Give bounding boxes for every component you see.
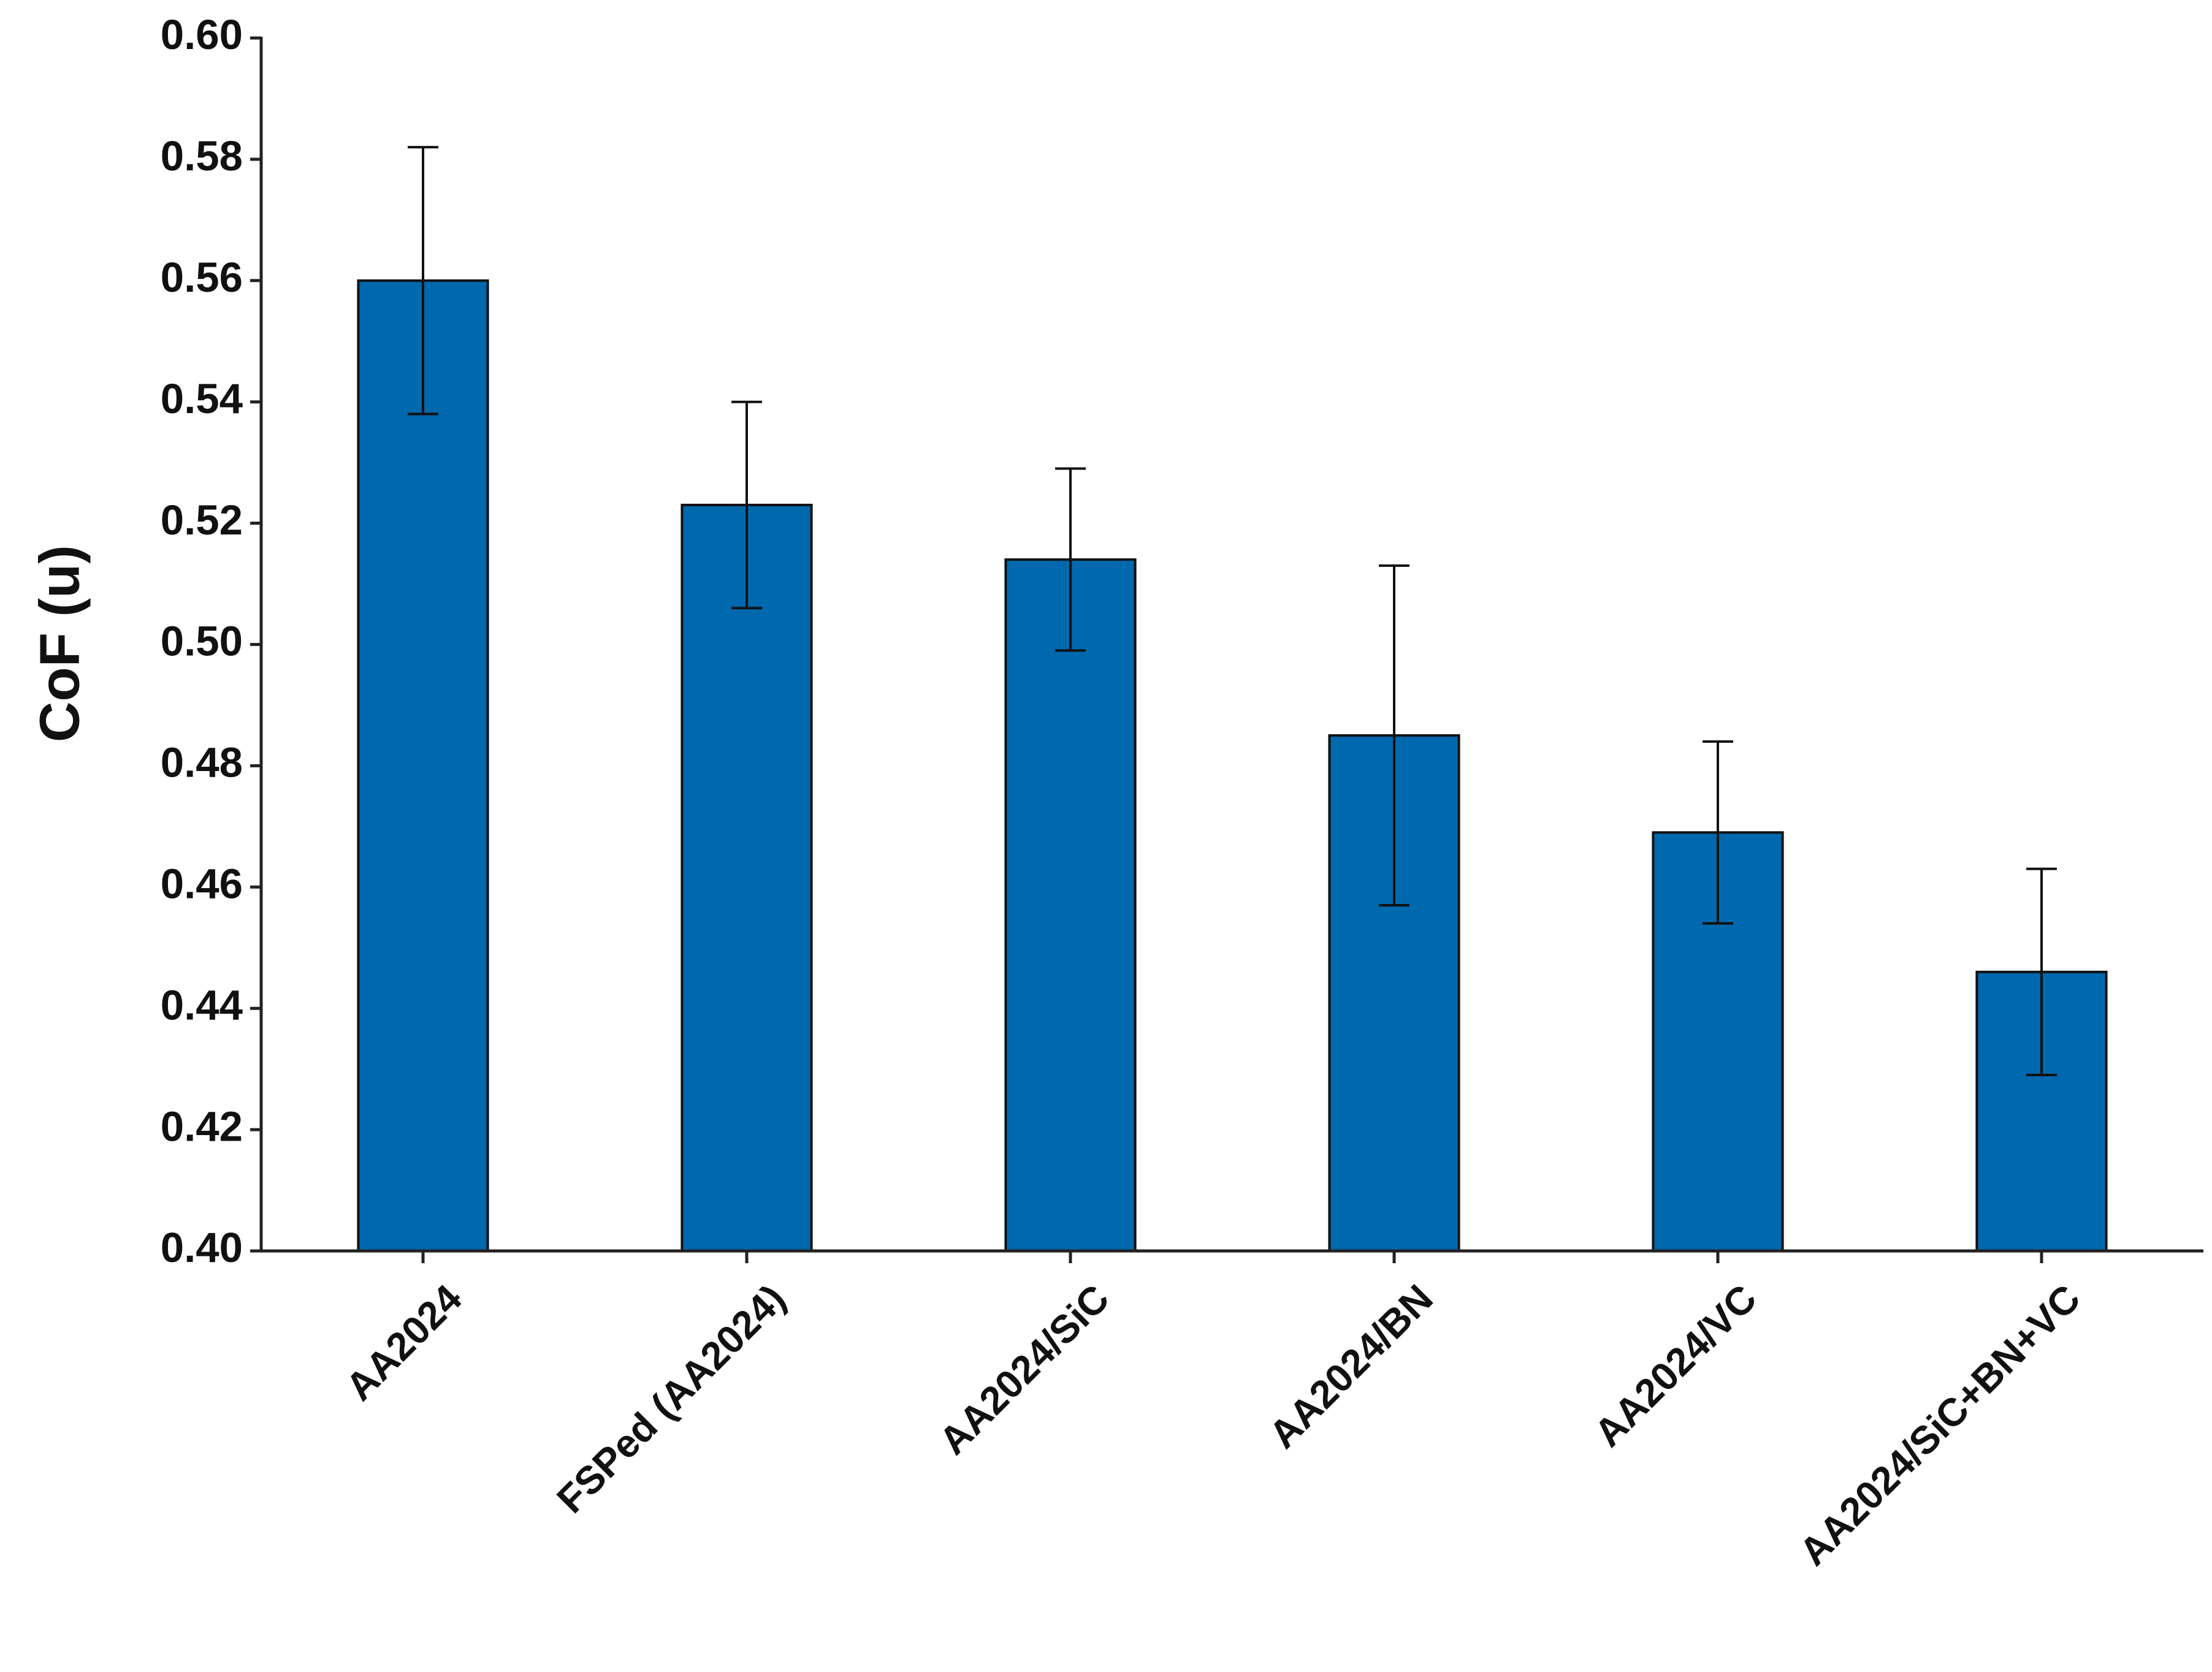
error-bar <box>1055 467 1086 652</box>
x-tick-label: AA2024 <box>337 1276 470 1409</box>
error-bar <box>1703 740 1733 925</box>
error-bar <box>731 400 762 610</box>
y-tick-label: 0.52 <box>161 496 243 544</box>
x-tick-label: AA2024/SiC+BN+VC <box>1791 1276 2089 1574</box>
y-tick-label: 0.58 <box>161 132 243 180</box>
y-tick-label: 0.44 <box>161 981 243 1028</box>
y-tick-label: 0.46 <box>161 861 243 908</box>
y-tick-label: 0.40 <box>161 1224 243 1271</box>
y-tick-label: 0.60 <box>161 11 243 58</box>
x-tick-label: FSPed (AA2024) <box>548 1276 793 1521</box>
y-tick-label: 0.48 <box>161 739 243 786</box>
error-bar <box>2026 867 2057 1077</box>
y-tick-label: 0.50 <box>161 618 243 665</box>
bar <box>1004 558 1137 1252</box>
y-tick-label: 0.56 <box>161 254 243 301</box>
error-bar <box>408 146 438 416</box>
bar <box>357 279 489 1252</box>
y-tick-label: 0.54 <box>161 375 243 422</box>
bar <box>681 503 813 1252</box>
x-tick-label: AA2024/SiC <box>931 1276 1118 1463</box>
error-bar <box>1379 564 1409 906</box>
x-tick-label: AA2024/VC <box>1585 1276 1764 1455</box>
y-axis-label: CoF (u) <box>28 545 91 742</box>
x-tick-label: AA2024/BN <box>1260 1276 1441 1457</box>
y-tick-label: 0.42 <box>161 1103 243 1150</box>
